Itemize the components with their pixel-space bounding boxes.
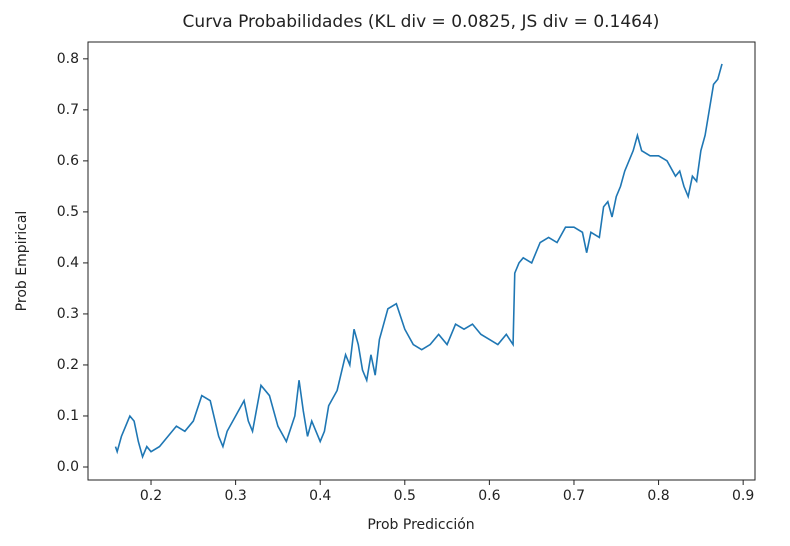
x-tick-label: 0.7: [563, 488, 585, 504]
y-tick-label: 0.2: [57, 357, 79, 373]
y-tick-label: 0.8: [57, 51, 79, 67]
y-tick-label: 0.0: [57, 459, 79, 475]
plot-frame: [87, 41, 756, 481]
x-tick-label: 0.2: [140, 488, 162, 504]
y-tick-label: 0.1: [57, 408, 79, 424]
y-axis-label: Prob Empirical: [14, 211, 30, 312]
x-tick-label: 0.4: [309, 488, 331, 504]
y-tick-label: 0.6: [57, 153, 79, 169]
y-tick-label: 0.3: [57, 306, 79, 322]
line-series: [114, 63, 723, 460]
y-tick-label: 0.4: [57, 255, 79, 271]
y-tick-label: 0.7: [57, 102, 79, 118]
x-tick-label: 0.9: [732, 488, 754, 504]
y-tick-label: 0.5: [57, 204, 79, 220]
x-tick-label: 0.6: [478, 488, 500, 504]
x-tick-label: 0.8: [647, 488, 669, 504]
x-tick-label: 0.3: [224, 488, 246, 504]
x-tick-label: 0.5: [394, 488, 416, 504]
chart-title: Curva Probabilidades (KL div = 0.0825, J…: [183, 12, 660, 32]
x-axis-label: Prob Predicción: [367, 517, 474, 533]
